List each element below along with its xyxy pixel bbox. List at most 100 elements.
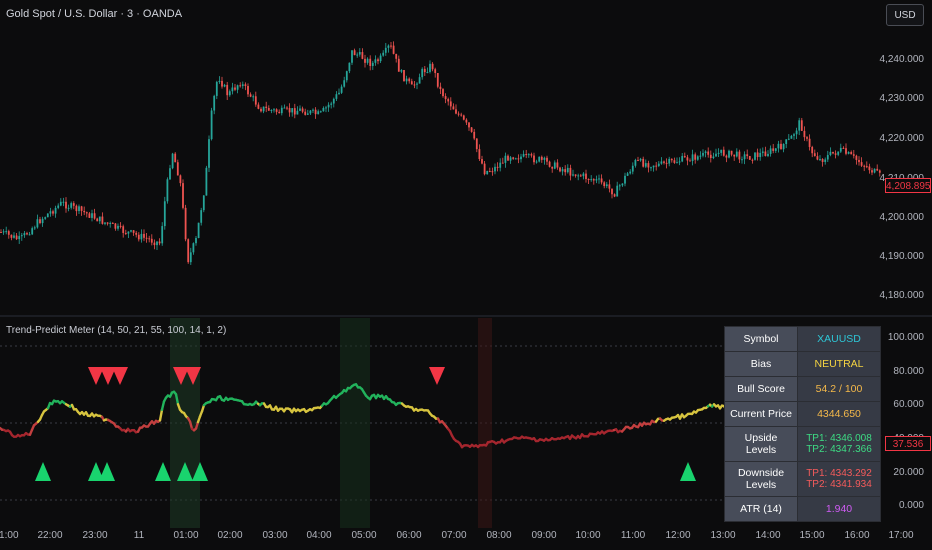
time-tick: 23:00 (82, 530, 108, 541)
candle-body (808, 138, 811, 147)
time-tick: 05:00 (351, 530, 377, 541)
symbol-value: XAUUSD (797, 326, 881, 352)
downside-tp2: TP2: 4341.934 (806, 479, 872, 490)
candle-body (540, 156, 543, 160)
candle-body (215, 81, 218, 96)
candle-body (379, 55, 382, 62)
indicator-label[interactable]: Trend-Predict Meter (14, 50, 21, 55, 100… (6, 325, 227, 336)
candle-body (761, 151, 764, 153)
candle-body (494, 166, 496, 172)
candle-body (377, 59, 379, 62)
candle-body (787, 138, 790, 140)
candle-body (171, 153, 174, 169)
candle-body (876, 168, 879, 171)
currency-button[interactable]: USD (886, 4, 924, 26)
candle-body (483, 163, 486, 175)
candle-body (725, 155, 728, 158)
price-tick: 4,230.000 (879, 93, 925, 104)
candle-body (819, 159, 821, 161)
candle-body (455, 109, 457, 114)
candle-body (657, 163, 660, 166)
candle-body (691, 154, 694, 162)
candle-body (67, 207, 70, 209)
candle-body (65, 201, 67, 209)
candle-body (39, 219, 41, 224)
candle-body (650, 167, 652, 169)
candle-body (439, 86, 442, 90)
candle-body (546, 157, 548, 162)
candle-body (530, 154, 533, 156)
candle-body (486, 170, 489, 175)
candle-body (572, 174, 574, 176)
candle-body (176, 162, 179, 176)
candle-body (860, 162, 863, 166)
candle-body (512, 157, 515, 159)
candle-body (184, 207, 187, 240)
candle-body (208, 139, 210, 168)
candle-body (231, 87, 234, 92)
candle-body (785, 139, 788, 144)
trend-meter-line (0, 383, 882, 449)
candle-body (520, 156, 522, 160)
candle-body (327, 104, 330, 108)
candlestick-series (0, 41, 881, 265)
time-tick: 11 (133, 530, 145, 541)
candle-body (683, 156, 686, 158)
candle-body (192, 243, 195, 253)
candle-body (535, 161, 538, 163)
candle-body (338, 92, 340, 95)
symbol-title[interactable]: Gold Spot / U.S. Dollar · 3 · OANDA (6, 8, 183, 20)
candle-body (517, 158, 520, 160)
candle-body (70, 203, 73, 208)
candle-body (145, 237, 148, 239)
time-tick: 08:00 (486, 530, 512, 541)
candle-body (803, 130, 806, 138)
candle-body (304, 111, 307, 115)
candle-body (559, 167, 561, 172)
candle-body (491, 171, 494, 173)
time-tick: 14:00 (755, 530, 781, 541)
candle-body (621, 183, 624, 186)
candle-body (223, 84, 226, 87)
candle-body (57, 205, 60, 208)
candle-body (704, 151, 707, 153)
candle-body (114, 223, 117, 229)
candle-body (283, 107, 286, 109)
candle-body (275, 109, 278, 112)
candle-body (106, 222, 109, 224)
candle-body (496, 166, 499, 168)
downside-tp1: TP1: 4343.292 (806, 468, 872, 479)
candle-body (52, 211, 54, 214)
candle-body (96, 218, 99, 222)
candle-body (260, 108, 262, 112)
candle-body (252, 96, 255, 98)
info-key: Current Price (724, 401, 798, 427)
bull-score-value: 54.2 / 100 (797, 376, 881, 402)
candle-body (442, 89, 444, 97)
candle-body (410, 81, 413, 85)
time-tick: 01:00 (173, 530, 199, 541)
candle-body (306, 113, 309, 115)
candle-body (247, 86, 249, 95)
bear-signal-arrow (100, 367, 116, 385)
candle-body (20, 235, 23, 237)
candle-body (873, 168, 876, 173)
candle-body (504, 155, 507, 163)
candle-body (369, 58, 372, 66)
candle-body (769, 148, 772, 154)
candle-body (210, 110, 213, 140)
candle-body (143, 233, 145, 238)
candle-body (236, 85, 239, 90)
info-row-symbol: Symbol XAUUSD (724, 326, 881, 352)
candle-body (655, 165, 658, 167)
candle-body (465, 119, 468, 123)
info-row-current-price: Current Price 4344.650 (724, 401, 881, 427)
trend-meter-segment (174, 393, 180, 406)
candle-body (202, 195, 205, 211)
candle-body (707, 151, 710, 155)
bull-signal-arrow (680, 462, 696, 481)
candle-body (551, 166, 554, 169)
candle-body (821, 159, 824, 162)
candle-body (782, 143, 785, 150)
